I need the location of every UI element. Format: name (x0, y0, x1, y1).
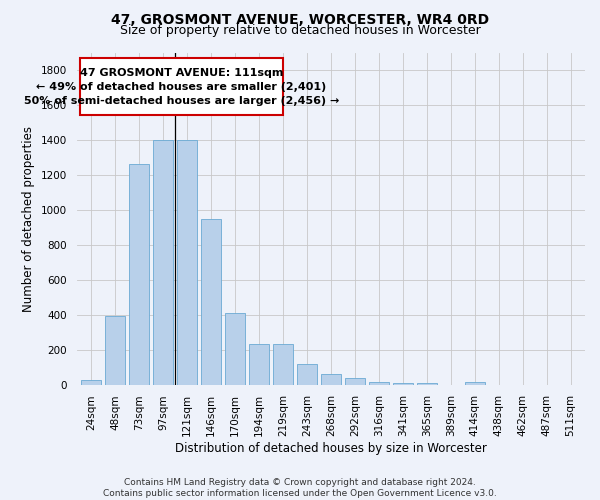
Bar (177, 140, 197, 384)
Bar (201, 218, 221, 384)
Text: 47 GROSMONT AVENUE: 111sqm
← 49% of detached houses are smaller (2,401)
50% of s: 47 GROSMONT AVENUE: 111sqm ← 49% of deta… (24, 68, 340, 106)
Text: Contains HM Land Registry data © Crown copyright and database right 2024.
Contai: Contains HM Land Registry data © Crown c… (103, 478, 497, 498)
Bar (225, 313, 245, 384)
Bar (464, 382, 485, 384)
Bar (105, 316, 125, 384)
Bar (416, 383, 437, 384)
Bar (81, 380, 101, 384)
FancyBboxPatch shape (80, 58, 283, 116)
Bar (344, 378, 365, 384)
Bar (368, 382, 389, 384)
Bar (249, 344, 269, 385)
Text: 47, GROSMONT AVENUE, WORCESTER, WR4 0RD: 47, GROSMONT AVENUE, WORCESTER, WR4 0RD (111, 12, 489, 26)
Bar (129, 164, 149, 384)
Bar (392, 383, 413, 384)
Y-axis label: Number of detached properties: Number of detached properties (22, 126, 35, 312)
X-axis label: Distribution of detached houses by size in Worcester: Distribution of detached houses by size … (175, 442, 487, 455)
Bar (320, 374, 341, 384)
Bar (273, 344, 293, 385)
Text: Size of property relative to detached houses in Worcester: Size of property relative to detached ho… (119, 24, 481, 37)
Bar (153, 140, 173, 384)
Bar (296, 364, 317, 384)
